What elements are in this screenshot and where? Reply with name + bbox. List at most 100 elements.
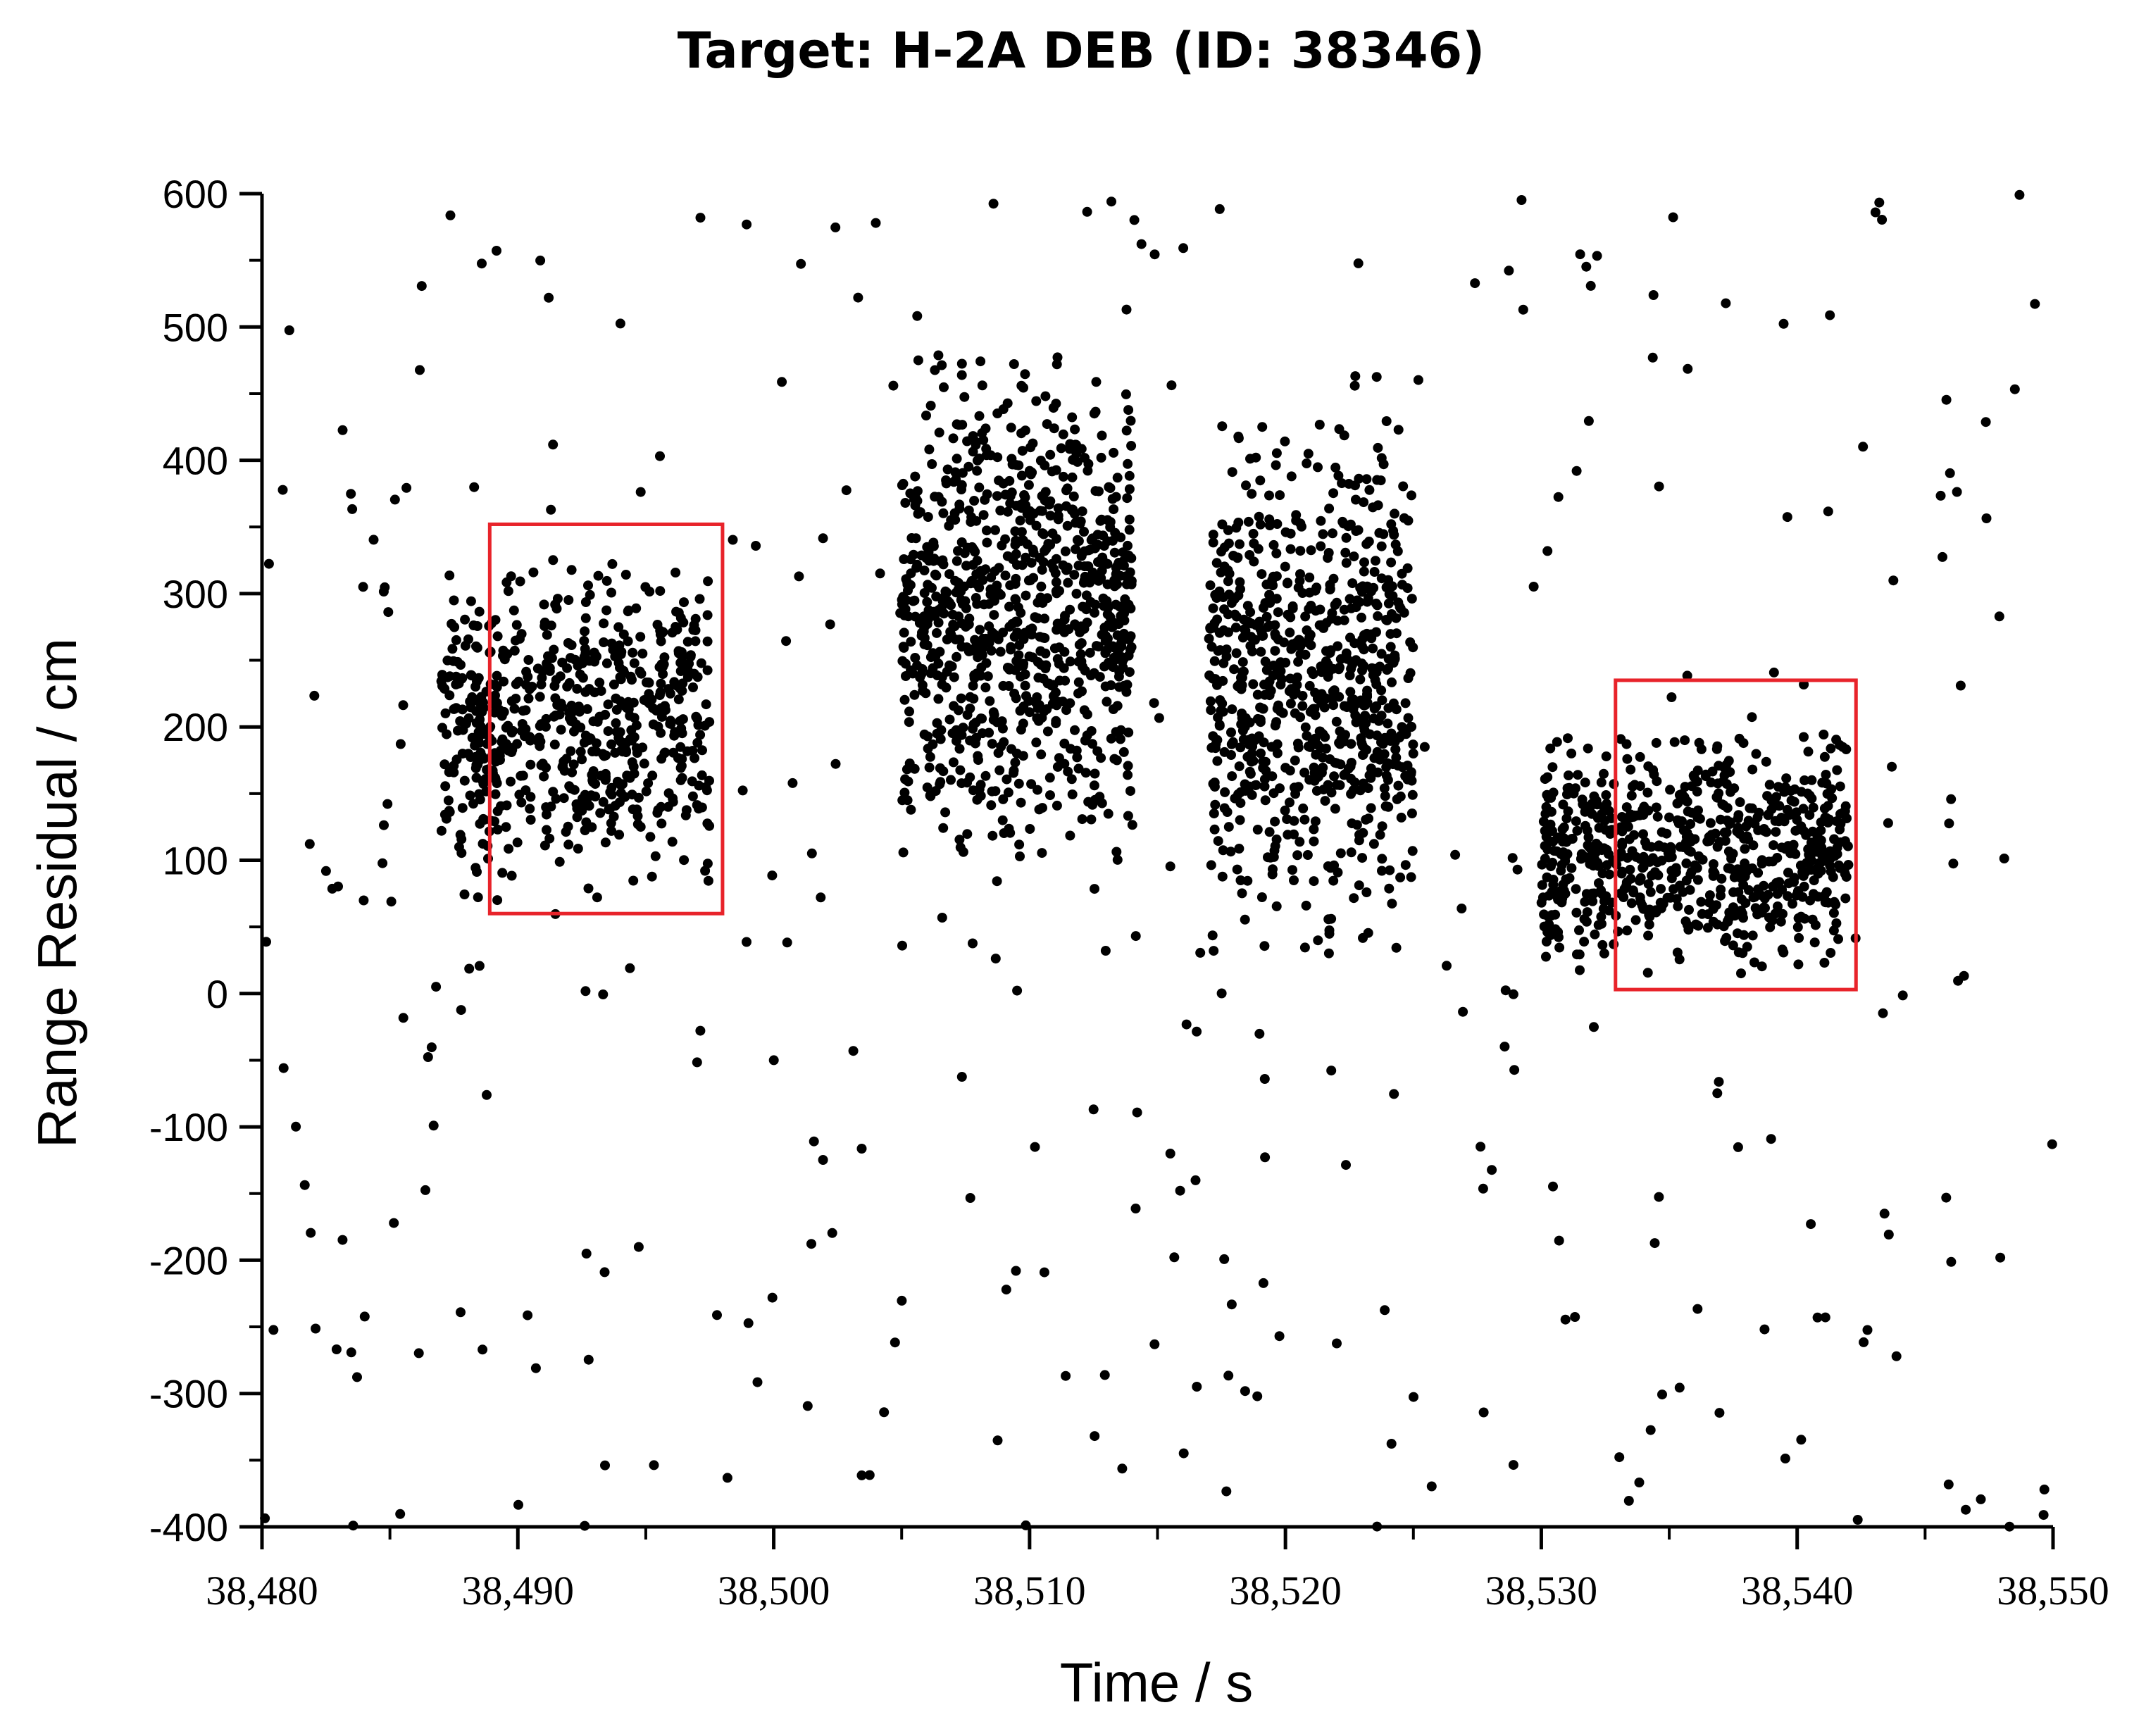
data-point: [478, 1344, 488, 1355]
data-point: [1388, 698, 1399, 708]
data-point: [689, 620, 699, 630]
data-point: [1584, 842, 1594, 852]
data-point: [940, 807, 951, 818]
data-point: [501, 723, 511, 733]
data-point: [1597, 868, 1608, 879]
data-point: [903, 585, 913, 596]
data-point: [1346, 603, 1356, 613]
data-point: [952, 556, 962, 566]
data-point: [1639, 801, 1649, 812]
data-point: [1674, 789, 1685, 800]
data-point: [1571, 884, 1581, 894]
data-point: [1374, 527, 1385, 538]
data-point: [1123, 458, 1133, 469]
data-point: [986, 645, 997, 656]
data-point: [1643, 761, 1654, 772]
data-point: [1208, 530, 1218, 540]
data-point: [583, 580, 593, 591]
data-point: [466, 596, 476, 606]
data-point: [1318, 529, 1328, 539]
data-point: [1346, 847, 1356, 858]
data-point: [648, 719, 659, 730]
data-point: [993, 634, 1004, 644]
data-point: [1096, 452, 1106, 463]
data-point: [1030, 697, 1041, 708]
data-point: [1283, 577, 1293, 588]
data-point: [888, 380, 899, 391]
data-point: [2038, 1510, 2049, 1520]
data-point: [1066, 774, 1077, 785]
data-point: [582, 794, 592, 804]
data-point: [473, 727, 484, 737]
data-point: [1347, 659, 1358, 670]
data-point: [1697, 854, 1708, 865]
data-point: [585, 589, 595, 600]
data-point: [447, 644, 458, 654]
data-point: [398, 700, 408, 711]
data-point: [1020, 680, 1030, 691]
data-point: [1399, 513, 1409, 523]
data-point: [1020, 492, 1030, 503]
data-point: [1030, 1142, 1040, 1152]
data-point: [1537, 880, 1547, 890]
data-point: [1751, 749, 1761, 759]
data-point: [1237, 708, 1247, 719]
data-point: [1054, 675, 1065, 686]
data-point: [1014, 839, 1025, 850]
data-point: [1375, 475, 1386, 486]
data-point: [1285, 612, 1296, 623]
data-point: [982, 489, 992, 499]
data-point: [1279, 637, 1290, 648]
data-point: [1635, 873, 1646, 883]
data-point: [937, 913, 947, 923]
data-point: [1070, 725, 1080, 735]
data-point: [688, 682, 698, 692]
data-point: [1685, 885, 1695, 895]
data-point: [1111, 847, 1122, 857]
data-point: [649, 1460, 659, 1470]
data-point: [534, 732, 544, 743]
data-point: [1125, 416, 1136, 426]
data-point: [1348, 785, 1359, 795]
data-point: [1316, 698, 1326, 708]
data-point: [606, 739, 616, 749]
data-point: [1091, 377, 1102, 387]
data-point: [1645, 856, 1655, 867]
data-point: [1645, 887, 1656, 897]
data-point: [1256, 647, 1266, 657]
data-point: [1377, 866, 1387, 876]
data-point: [1528, 582, 1539, 592]
data-point: [1231, 523, 1242, 533]
data-point: [1640, 837, 1650, 847]
data-point: [806, 1239, 816, 1249]
data-point: [1516, 195, 1527, 205]
data-point: [1098, 593, 1109, 604]
data-point: [1309, 836, 1319, 847]
data-point: [1206, 705, 1216, 716]
data-point: [1840, 868, 1850, 879]
data-point: [1107, 494, 1118, 504]
data-point: [919, 639, 930, 649]
data-point: [975, 356, 986, 367]
data-point: [1258, 1278, 1268, 1288]
data-point: [1235, 577, 1245, 587]
data-point: [1570, 1312, 1580, 1322]
data-point: [1117, 1463, 1128, 1474]
data-point: [1244, 550, 1255, 560]
data-point: [1247, 489, 1257, 499]
data-point: [1393, 425, 1404, 435]
data-point: [1209, 656, 1220, 666]
data-point: [1596, 778, 1607, 787]
data-point: [614, 640, 625, 651]
data-point: [1243, 616, 1254, 627]
data-point: [1383, 663, 1393, 674]
data-point: [1271, 460, 1281, 470]
data-point: [1050, 568, 1061, 578]
data-point: [712, 1310, 722, 1320]
data-point: [643, 677, 654, 687]
data-point: [1299, 942, 1310, 953]
data-point: [443, 795, 454, 806]
data-point: [1105, 483, 1116, 493]
data-point: [692, 800, 702, 811]
data-point: [1090, 768, 1100, 779]
